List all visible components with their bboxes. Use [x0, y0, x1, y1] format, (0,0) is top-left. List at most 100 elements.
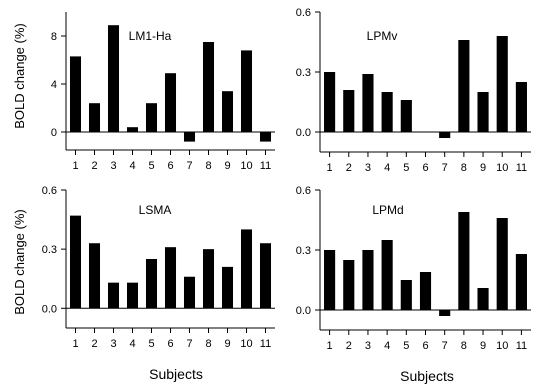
bar — [126, 282, 139, 309]
y-tick-label: 8 — [51, 31, 57, 43]
bar — [496, 218, 508, 310]
bar — [164, 73, 177, 132]
bar — [240, 50, 253, 132]
bar — [477, 288, 489, 310]
chart-title: LM1-Ha — [129, 29, 172, 43]
bar — [439, 310, 451, 316]
chart-title: LPMv — [367, 29, 398, 43]
bar — [381, 240, 393, 310]
bar — [400, 100, 412, 132]
bar — [69, 56, 82, 132]
x-tick-label: 7 — [186, 338, 192, 350]
x-tick-label: 5 — [148, 338, 154, 350]
x-tick-label: 3 — [365, 340, 371, 352]
x-tick-label: 8 — [205, 160, 211, 172]
x-tick-label: 10 — [496, 162, 508, 174]
bar — [419, 272, 432, 310]
bar — [515, 254, 527, 310]
y-axis-label-bottom: BOLD change (%) — [12, 209, 27, 315]
bar — [88, 243, 101, 309]
bar — [458, 212, 470, 310]
bar — [515, 82, 527, 132]
x-tick-label: 1 — [327, 162, 333, 174]
x-tick-label: 4 — [384, 162, 390, 174]
x-axis-label-left: Subjects — [149, 366, 203, 382]
chart-title: LPMd — [372, 203, 403, 217]
x-tick-label: 9 — [224, 160, 230, 172]
x-tick-label: 4 — [129, 338, 135, 350]
x-tick-label: 10 — [240, 338, 252, 350]
bar — [240, 229, 253, 309]
x-tick-label: 1 — [72, 160, 78, 172]
chart-title: LSMA — [139, 203, 172, 217]
y-tick-label: 0 — [51, 127, 57, 139]
bar — [183, 276, 196, 309]
x-tick-label: 11 — [260, 338, 271, 350]
bar — [221, 91, 234, 132]
x-tick-label: 10 — [240, 160, 252, 172]
x-tick-label: 11 — [516, 162, 527, 174]
x-axis-label-right: Subjects — [400, 368, 454, 384]
x-tick-label: 3 — [365, 162, 371, 174]
x-tick-label: 5 — [403, 340, 409, 352]
bar — [69, 215, 82, 309]
x-tick-label: 1 — [72, 338, 78, 350]
y-tick-label: 4 — [51, 79, 57, 91]
x-tick-label: 5 — [148, 160, 154, 172]
bar — [88, 103, 101, 132]
y-tick-label: 0.0 — [42, 303, 57, 315]
x-tick-label: 5 — [403, 162, 409, 174]
bar — [439, 132, 451, 138]
x-tick-label: 7 — [442, 162, 448, 174]
y-tick-label: 0.6 — [296, 7, 311, 19]
x-tick-label: 2 — [346, 162, 352, 174]
bar — [477, 92, 489, 132]
bar — [145, 103, 158, 132]
x-tick-label: 7 — [442, 340, 448, 352]
x-tick-label: 9 — [480, 340, 486, 352]
x-tick-label: 8 — [461, 340, 467, 352]
y-tick-label: 0.0 — [296, 305, 311, 317]
chart-lpmd: 0.0 0.3 0.6 1 2 3 4 5 6 7 8 9 10 11 LPMd — [296, 185, 531, 352]
x-tick-label: 7 — [186, 160, 192, 172]
y-tick-label: 0.6 — [296, 185, 311, 197]
x-tick-label: 11 — [516, 340, 527, 352]
bar — [202, 42, 215, 132]
bar — [496, 36, 508, 132]
bar — [381, 92, 393, 132]
x-tick-label: 9 — [224, 338, 230, 350]
bar — [458, 40, 470, 132]
x-tick-label: 2 — [346, 340, 352, 352]
x-tick-label: 6 — [167, 338, 173, 350]
x-tick-label: 8 — [205, 338, 211, 350]
x-tick-label: 9 — [480, 162, 486, 174]
x-tick-label: 6 — [167, 160, 173, 172]
x-tick-label: 3 — [110, 160, 116, 172]
bar — [221, 266, 234, 309]
y-tick-label: 0.3 — [42, 244, 57, 256]
x-tick-label: 4 — [384, 340, 390, 352]
bar — [164, 247, 177, 309]
y-tick-label: 0.3 — [296, 67, 311, 79]
bar — [107, 282, 120, 309]
x-tick-label: 4 — [129, 160, 135, 172]
chart-lsma: 0.0 0.3 0.6 1 2 3 4 5 6 7 8 9 10 11 LSMA — [42, 185, 275, 350]
x-tick-label: 3 — [110, 338, 116, 350]
y-tick-label: 0.6 — [42, 185, 57, 197]
bar — [107, 25, 120, 133]
bar — [362, 74, 374, 132]
bar — [343, 90, 355, 132]
bar — [259, 243, 272, 309]
bar — [324, 250, 336, 310]
chart-lpmv: 0.0 0.3 0.6 1 2 3 4 5 6 7 8 9 10 11 LPMv — [296, 7, 531, 174]
bar — [362, 250, 374, 310]
bar — [145, 259, 158, 309]
bar — [343, 260, 355, 310]
y-tick-label: 0.0 — [296, 127, 311, 139]
bar — [324, 72, 336, 132]
x-tick-label: 2 — [91, 160, 97, 172]
y-axis-label-top: BOLD change (%) — [12, 23, 27, 129]
